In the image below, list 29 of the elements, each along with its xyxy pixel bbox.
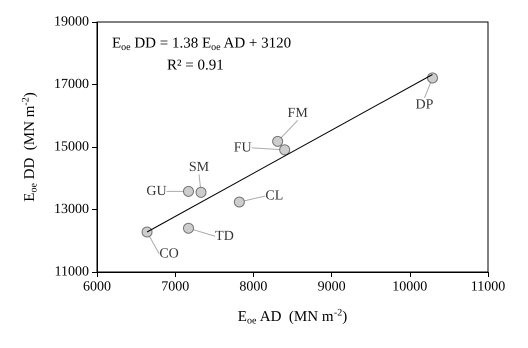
annotation: CL bbox=[265, 188, 284, 204]
annotation: SM bbox=[188, 160, 210, 175]
x-tick-label: 6000 bbox=[83, 280, 111, 294]
annotation: TD bbox=[215, 228, 234, 244]
x-tick-label: 8000 bbox=[239, 280, 268, 294]
point bbox=[196, 186, 207, 198]
y-tick-label: 19000 bbox=[54, 14, 89, 30]
point bbox=[426, 72, 438, 84]
point bbox=[183, 222, 194, 234]
x-tick-label: 7000 bbox=[161, 280, 190, 294]
y-tick-label: 13000 bbox=[54, 202, 89, 217]
point bbox=[183, 186, 194, 197]
point bbox=[234, 196, 245, 208]
x-tick-label: 9000 bbox=[318, 280, 346, 294]
point bbox=[142, 226, 153, 238]
x-tick-label: 11000 bbox=[470, 280, 506, 294]
y-tick-label: 11000 bbox=[54, 264, 89, 280]
y-tick-label: 17000 bbox=[54, 77, 89, 92]
annotation: DP bbox=[416, 97, 434, 112]
annotation: FM bbox=[288, 106, 308, 121]
annotation: R² = 0.91 bbox=[167, 58, 224, 74]
y-axis-title: Eoe DD (MN m-2) bbox=[20, 92, 40, 202]
x-tick-label: 10000 bbox=[392, 280, 428, 294]
y-tick-label: 15000 bbox=[54, 140, 89, 154]
point bbox=[272, 136, 284, 147]
annotation: CO bbox=[159, 246, 179, 262]
annotation: GU bbox=[146, 184, 167, 199]
point bbox=[279, 144, 290, 156]
annotation: FU bbox=[234, 140, 252, 156]
